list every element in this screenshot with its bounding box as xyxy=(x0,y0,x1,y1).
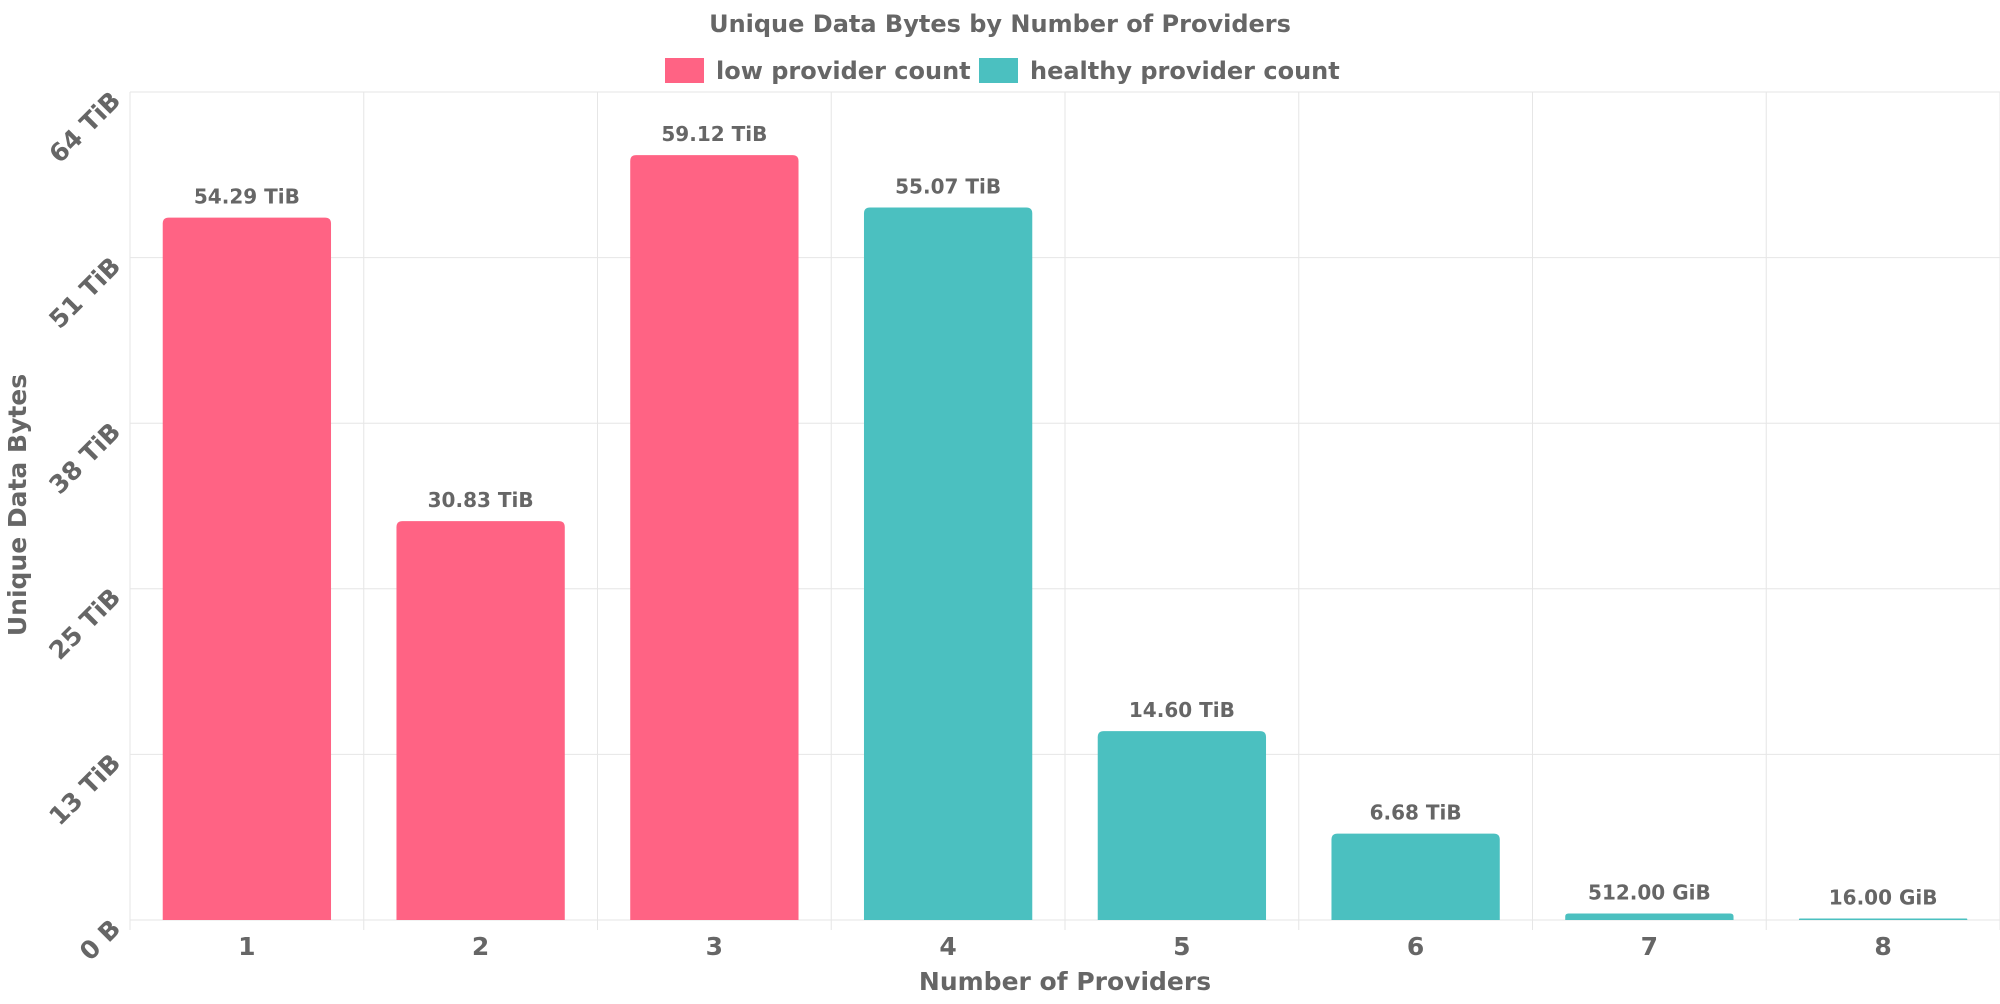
x-tick-2: 2 xyxy=(472,932,489,961)
y-tick-2: 25 TiB xyxy=(43,583,126,666)
bar-6[interactable] xyxy=(1331,833,1500,920)
data-label-1: 54.29 TiB xyxy=(194,185,300,209)
y-tick-1: 13 TiB xyxy=(43,748,126,831)
bar-4[interactable] xyxy=(863,207,1033,921)
y-tick-5: 64 TiB xyxy=(43,86,126,169)
y-axis-ticks: 0 B 13 TiB 25 TiB 38 TiB 51 TiB 64 TiB xyxy=(43,86,126,966)
x-tick-5: 5 xyxy=(1173,932,1190,961)
y-tick-4: 51 TiB xyxy=(43,251,126,334)
chart-title: Unique Data Bytes by Number of Providers xyxy=(709,10,1291,38)
x-axis-ticks: 1 2 3 4 5 6 7 8 xyxy=(238,932,1892,961)
y-tick-0: 0 B xyxy=(74,914,126,966)
bar-3[interactable] xyxy=(630,155,799,920)
data-label-7: 512.00 GiB xyxy=(1588,881,1711,905)
legend-label-low: low provider count xyxy=(716,57,971,85)
data-labels: 54.29 TiB 30.83 TiB 59.12 TiB 55.07 TiB 14.6… xyxy=(194,122,1938,909)
data-label-3: 59.12 TiB xyxy=(661,122,767,146)
bar-2[interactable] xyxy=(396,521,565,920)
data-label-4: 55.07 TiB xyxy=(895,175,1001,199)
x-tick-3: 3 xyxy=(706,932,723,961)
legend-item-healthy[interactable]: healthy provider count xyxy=(979,57,1340,85)
bar-8[interactable] xyxy=(1798,918,1968,921)
data-label-8: 16.00 GiB xyxy=(1829,886,1938,910)
legend-swatch-low xyxy=(665,58,704,83)
x-tick-6: 6 xyxy=(1407,932,1424,961)
x-axis-title: Number of Providers xyxy=(919,967,1211,996)
y-tick-3: 38 TiB xyxy=(43,417,126,500)
bar-1[interactable] xyxy=(162,217,332,921)
legend-item-low[interactable]: low provider count xyxy=(665,57,971,85)
bar-5[interactable] xyxy=(1097,731,1267,920)
data-label-6: 6.68 TiB xyxy=(1370,801,1462,825)
y-axis-title: Unique Data Bytes xyxy=(3,374,32,636)
x-tick-7: 7 xyxy=(1641,932,1658,961)
x-tick-8: 8 xyxy=(1874,932,1891,961)
data-label-5: 14.60 TiB xyxy=(1129,698,1235,722)
data-label-2: 30.83 TiB xyxy=(428,488,534,512)
x-tick-4: 4 xyxy=(939,932,956,961)
bars xyxy=(162,155,1968,921)
legend-label-healthy: healthy provider count xyxy=(1030,57,1340,85)
x-tick-1: 1 xyxy=(238,932,255,961)
legend: low provider count healthy provider coun… xyxy=(665,57,1340,85)
bar-7[interactable] xyxy=(1565,913,1734,920)
legend-swatch-healthy xyxy=(979,58,1018,83)
